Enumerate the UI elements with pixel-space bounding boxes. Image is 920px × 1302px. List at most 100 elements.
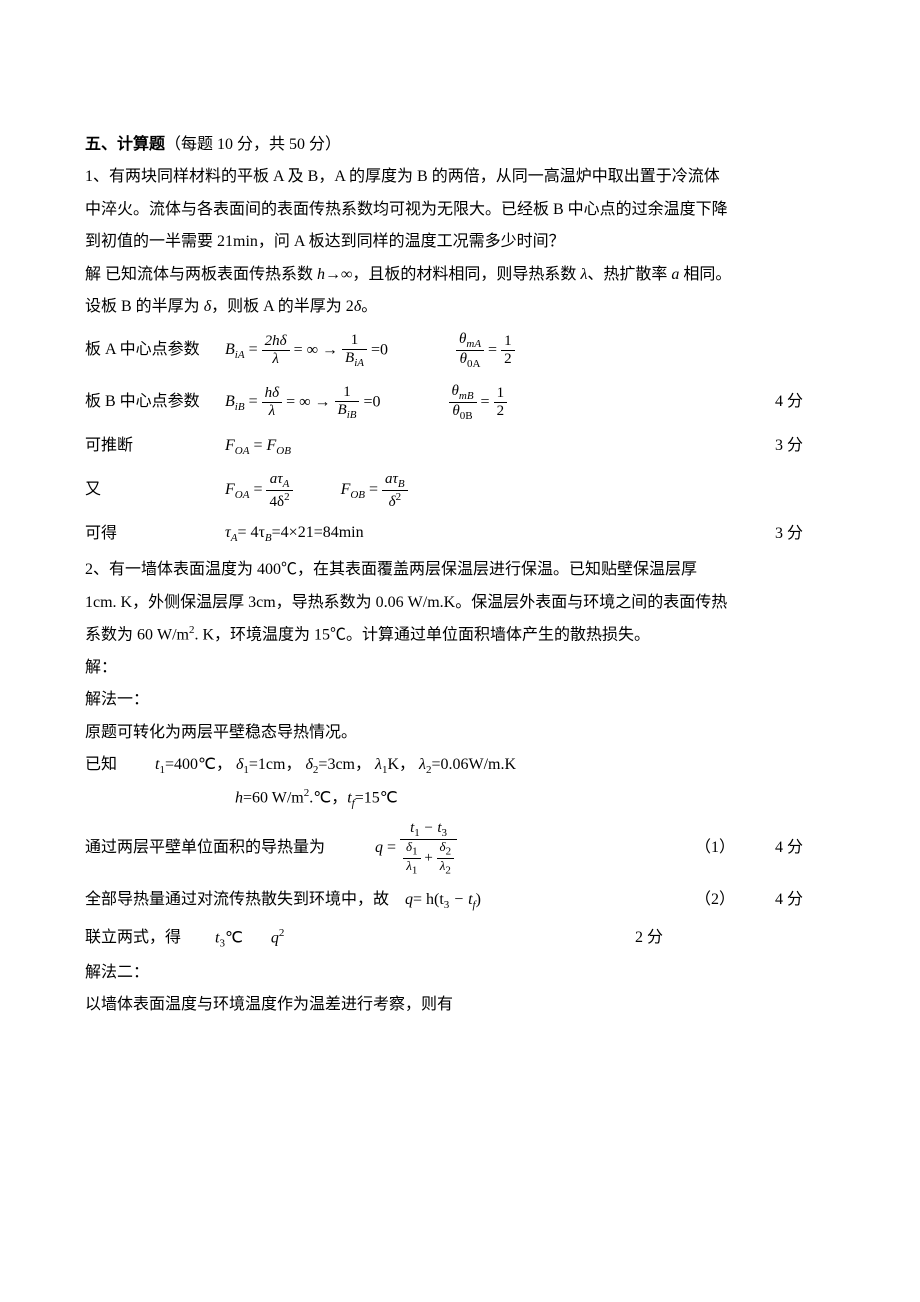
g1g: λ <box>375 756 382 773</box>
eq7: = <box>365 481 382 498</box>
given-label: 已知 <box>85 756 117 773</box>
p2-given1: 已知 t1=400℃， δ1=1cm， δ2=3cm， λ1K， λ2=0.06… <box>85 750 835 781</box>
p2-line3: 系数为 60 W/m2. K，环境温度为 15℃。计算通过单位面积墙体产生的散热… <box>85 620 835 651</box>
g1h: K， <box>387 756 415 773</box>
p2-join: 联立两式，得 t3℃ q2 2 分 <box>85 923 835 954</box>
hd1: 2 <box>501 351 515 368</box>
p2-line2: 1cm. K，外侧保温层厚 3cm，导热系数为 0.06 W/m.K。保温层外表… <box>85 588 835 618</box>
q2: q <box>405 891 413 908</box>
eq6: = <box>249 481 266 498</box>
atAs: A <box>283 478 290 490</box>
p1-rowB-eq: BiB = hδλ = ∞ → 1BiB =0 θmBθ0B = 12 <box>225 383 775 422</box>
p1-l5a: 设板 B 的半厚为 <box>85 298 204 315</box>
p2-m1: 解法一： <box>85 685 835 715</box>
thB2: θ <box>452 403 459 419</box>
p1-infer: 可推断 FOA = FOB 3 分 <box>85 430 835 462</box>
p1-rowA-label: 板 A 中心点参数 <box>85 335 225 365</box>
F3s: OA <box>235 489 250 501</box>
g1i: λ <box>419 756 426 773</box>
eq2: = <box>488 341 501 358</box>
eq4: = <box>481 393 494 410</box>
eq8: = <box>383 839 400 856</box>
p2-q2-label: 全部导热量通过对流传热散失到环境中，故 <box>85 885 405 915</box>
p2-q1-eq: q = t1 − t3 δ1λ1 + δ2λ2 <box>375 820 695 876</box>
dd1s: 1 <box>412 846 418 858</box>
g2e: =15℃ <box>355 790 398 807</box>
p1-l4e: 、热扩散率 <box>587 266 671 283</box>
fd2s: 2 <box>284 491 290 503</box>
p1-rowA-eq: BiA = 2hδλ = ∞ → 1BiA =0 θmAθ0A = 12 <box>225 331 775 370</box>
infty1: = ∞ → <box>294 341 338 358</box>
d2x: δ <box>389 494 396 510</box>
dd2s: 2 <box>446 846 452 858</box>
eq5: = <box>249 437 266 454</box>
p1-l4b: h→∞ <box>317 266 352 283</box>
t1b: − t <box>420 820 442 836</box>
p1-l4g: 相同。 <box>679 266 731 283</box>
p2-join-score: 2 分 <box>635 923 835 953</box>
frac-half-b: 12 <box>494 385 508 419</box>
infty2: = ∞ → <box>286 393 330 410</box>
ll1s: 1 <box>412 865 418 877</box>
section-subtitle: （每题 10 分，共 50 分） <box>165 136 341 153</box>
p2-q2: 全部导热量通过对流传热散失到环境中，故 q= h(t3 − tf) （2） 4 … <box>85 883 835 919</box>
F1s: OA <box>235 445 250 457</box>
frac-1-bia: 1BiA <box>342 332 367 369</box>
p2-m1-l1: 原题可转化为两层平壁稳态导热情况。 <box>85 718 835 748</box>
g2b: =60 W/m <box>243 790 304 807</box>
frac-theta-a: θmAθ0A <box>456 331 484 370</box>
eq1: = <box>245 341 262 358</box>
p1-result-score: 3 分 <box>775 519 835 549</box>
p1-rowB-score: 4 分 <box>775 387 835 417</box>
p1-also: 又 FOA = aτA4δ2 FOB = aτBδ2 <box>85 466 835 514</box>
hn2: 1 <box>494 385 508 403</box>
q1: q <box>375 839 383 856</box>
g1j: =0.06W/m.K <box>431 756 516 773</box>
ht1: = h(t <box>413 891 444 908</box>
p1-l4c: ，且板的材料相同，则导热系数 <box>352 266 580 283</box>
p1-rowB-label: 板 B 中心点参数 <box>85 387 225 417</box>
section-header: 五、计算题（每题 10 分，共 50 分） <box>85 130 835 160</box>
num1: 2hδ <box>265 333 287 349</box>
bia2s: iA <box>354 357 364 369</box>
p2-q1: 通过两层平壁单位面积的导热量为 q = t1 − t3 δ1λ1 + δ2λ2 … <box>85 819 835 879</box>
fd2: 4δ <box>269 494 284 510</box>
frac-1-bib: 1BiB <box>335 384 360 421</box>
g1b: =400℃， <box>165 756 232 773</box>
F4: F <box>341 481 351 498</box>
bia-sub: iA <box>235 349 245 361</box>
one2: 1 <box>335 384 360 402</box>
F1: F <box>225 437 235 454</box>
p1-line2: 中淬火。流体与各表面间的表面传热系数均可视为无限大。已经板 B 中心点的过余温度… <box>85 195 835 225</box>
p1-line4: 解 已知流体与两板表面传热系数 h→∞，且板的材料相同，则导热系数 λ、热扩散率… <box>85 260 835 290</box>
p1-infer-score: 3 分 <box>775 431 835 461</box>
p1-line1: 1、有两块同样材料的平板 A 及 B，A 的厚度为 B 的两倍，从同一高温炉中取… <box>85 162 835 192</box>
p1-line5: 设板 B 的半厚为 δ，则板 A 的半厚为 2δ。 <box>85 292 835 322</box>
p2-q1-ref: （1） <box>695 833 775 863</box>
ht2: − t <box>449 891 472 908</box>
p2-line1: 2、有一墙体表面温度为 400℃，在其表面覆盖两层保温层进行保温。已知贴壁保温层… <box>85 555 835 585</box>
p2-q1-score: 4 分 <box>775 833 835 863</box>
atA: aτ <box>270 471 283 487</box>
one1: 1 <box>342 332 367 350</box>
p2-q1-label: 通过两层平壁单位面积的导热量为 <box>85 833 375 863</box>
p1-infer-eq: FOA = FOB <box>225 431 775 462</box>
section-title: 五、计算题 <box>85 136 165 153</box>
t1bs: 3 <box>442 827 448 839</box>
frac-half-a: 12 <box>501 333 515 367</box>
p1-also-label: 又 <box>85 475 225 505</box>
p2-q2-ref: （2） <box>695 885 775 915</box>
eq3: = <box>245 393 262 410</box>
d2xs: 2 <box>396 491 402 503</box>
p1-result: 可得 τA= 4τB=4×21=84min 3 分 <box>85 518 835 549</box>
p1-infer-label: 可推断 <box>85 431 225 461</box>
g1f: =3cm， <box>318 756 371 773</box>
p1-l5e: 。 <box>361 298 377 315</box>
g1d: =1cm， <box>249 756 302 773</box>
ftbs: B <box>265 533 272 545</box>
frac-2hd-lambda: 2hδλ <box>262 333 290 367</box>
atBs: B <box>398 478 405 490</box>
ll2s: 2 <box>445 865 451 877</box>
thA1s: mA <box>466 338 481 350</box>
p2-l3a: 系数为 60 W/m <box>85 627 189 644</box>
